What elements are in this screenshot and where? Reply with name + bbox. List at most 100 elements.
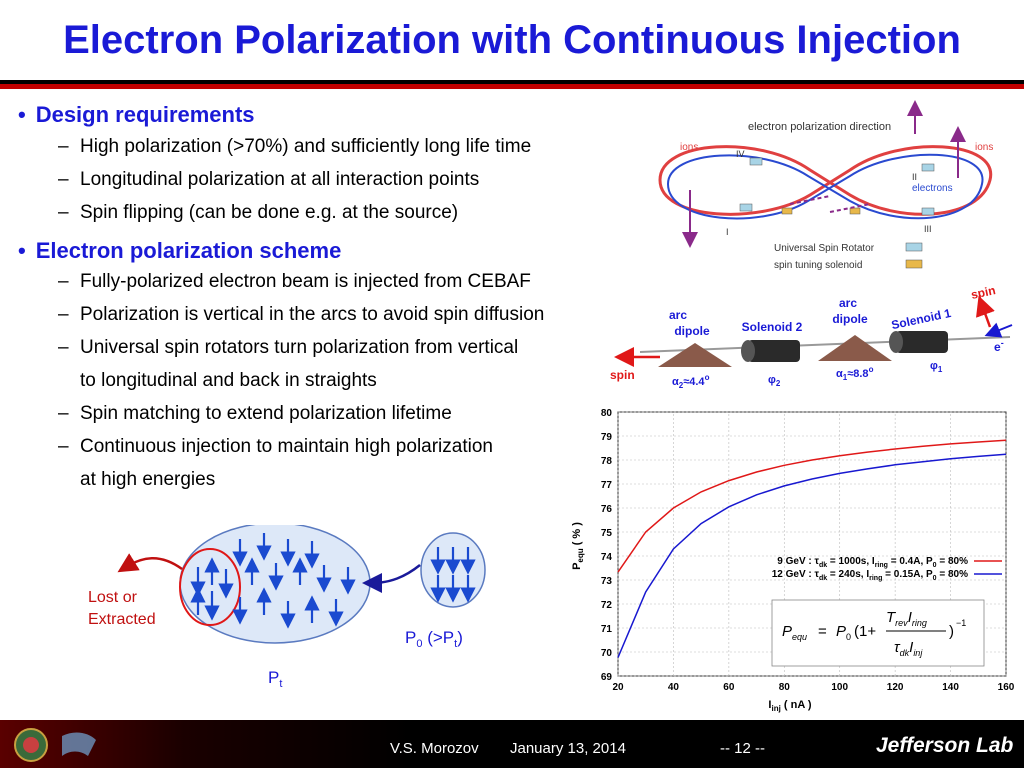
extraction-arrow xyxy=(117,553,183,573)
extracted-region xyxy=(179,548,241,626)
injected-bunch-ellipse xyxy=(420,532,486,608)
lab-seal-logos xyxy=(14,728,96,762)
electrons-label: electrons xyxy=(912,183,953,194)
electron-direction-arrow xyxy=(984,322,1013,338)
sub-bullet-text: Fully-polarized electron beam is injecte… xyxy=(80,271,531,292)
x-tick-label: 120 xyxy=(887,682,904,693)
x-tick-label: 60 xyxy=(723,682,735,693)
polarization-direction-label: electron polarization direction xyxy=(748,121,891,133)
spin-label-left: spin xyxy=(610,368,635,382)
phi1-label: φ1 xyxy=(930,360,943,374)
solenoid-2-label: Solenoid 2 xyxy=(742,320,803,334)
legend-rotator-label: Universal Spin Rotator xyxy=(774,243,875,254)
spin-arrows-injected xyxy=(430,547,476,603)
x-axis-label: Iinj ( nA ) xyxy=(768,699,811,713)
sub-bullet-continuation: to longitudinal and back in straights xyxy=(80,370,377,391)
spin-rotator xyxy=(921,163,935,172)
spin-rotator-diagram: arc dipole arc dipole Solenoid 2 Solenoi… xyxy=(610,285,1013,390)
sub-bullet-text: Universal spin rotators turn polarizatio… xyxy=(80,337,519,358)
sub-bullet-text: High polarization (>70%) and sufficientl… xyxy=(80,136,532,157)
sub-bullet-text: Spin flipping (can be done e.g. at the s… xyxy=(80,202,459,223)
sub-bullet: – Spin matching to extend polarization li… xyxy=(58,403,452,424)
collider-ring-diagram: electron polarization direction ions ion… xyxy=(658,100,993,271)
x-tick-label: 20 xyxy=(612,682,624,693)
title-divider xyxy=(0,80,1024,89)
jefferson-lab-logo: Jefferson Lab xyxy=(876,734,1014,757)
y-tick-label: 79 xyxy=(601,432,613,443)
y-tick-label: 77 xyxy=(601,480,613,491)
ip-label: IV xyxy=(736,149,745,159)
solenoid-1-label: Solenoid 1 xyxy=(890,306,953,332)
sub-bullet: – Spin flipping (can be done e.g. at the … xyxy=(58,202,459,223)
sub-bullet: – High polarization (>70%) and sufficient… xyxy=(58,136,532,157)
arc-dipole-left-label: arc xyxy=(669,308,687,322)
y-tick-label: 75 xyxy=(601,528,613,539)
y-tick-label: 78 xyxy=(601,456,613,467)
pt-label: Pt xyxy=(268,668,282,690)
x-tick-labels: 20 40 60 80 100 120 140 160 xyxy=(612,682,1014,693)
sub-bullet-text: Spin matching to extend polarization lif… xyxy=(80,403,452,424)
formula-close: ) xyxy=(949,623,954,640)
sub-bullet-continuation: at high energies xyxy=(80,469,216,490)
arc-dipole-right-label: dipole xyxy=(832,312,868,326)
formula-equals: = xyxy=(818,623,827,640)
x-tick-label: 80 xyxy=(779,682,791,693)
alpha2-label: α2≈4.4o xyxy=(672,373,710,390)
arc-dipole-left xyxy=(658,343,732,367)
extracted-label: Extracted xyxy=(88,611,156,628)
bullet-polarization-scheme: • Electron polarization scheme xyxy=(18,238,342,263)
phi2-label: φ2 xyxy=(768,374,781,388)
p0-label: P0 (>Pt) xyxy=(405,628,463,650)
formula-exponent: −1 xyxy=(956,618,966,628)
y-tick-label: 72 xyxy=(601,600,613,611)
legend-solenoid-label: spin tuning solenoid xyxy=(774,260,862,271)
legend-entry-12gev: 12 GeV : τdk = 240s, Iring = 0.15A, P0 =… xyxy=(772,569,968,582)
y-tick-label: 74 xyxy=(601,552,613,563)
bullet-design-requirements: • Design requirements xyxy=(18,102,255,127)
solenoid-2 xyxy=(741,340,800,362)
y-tick-label: 73 xyxy=(601,576,613,587)
ions-left-label: ions xyxy=(680,142,698,153)
series-line-0 xyxy=(617,439,1007,573)
bullet-heading: Design requirements xyxy=(35,102,255,127)
polarization-chart: 69 70 71 72 73 74 75 76 77 78 79 80 20 40 60 80 100 120 1… xyxy=(571,408,1015,713)
x-tick-label: 40 xyxy=(668,682,680,693)
sub-bullet-text: Polarization is vertical in the arcs to … xyxy=(80,304,545,325)
alpha1-label: α1≈8.8o xyxy=(836,365,874,382)
spin-tuning-solenoid xyxy=(849,207,861,215)
formula-open: (1+ xyxy=(854,623,876,640)
series-line-1 xyxy=(617,453,1007,658)
y-axis-label: Pequ ( % ) xyxy=(571,522,585,570)
x-tick-label: 100 xyxy=(831,682,848,693)
electron-label: e- xyxy=(994,338,1004,354)
spin-rotator xyxy=(749,157,763,166)
ip-label: III xyxy=(924,224,932,234)
legend-rotator-swatch xyxy=(905,242,923,252)
lost-label: Lost or xyxy=(88,589,138,606)
series-lines xyxy=(617,439,1007,658)
spin-arrows-stored xyxy=(190,533,356,629)
formula-denominator: τdkIinj xyxy=(894,639,923,658)
slide-title: Electron Polarization with Continuous In… xyxy=(63,18,961,62)
y-tick-label: 80 xyxy=(601,408,613,419)
footer-author: V.S. Morozov xyxy=(390,740,479,757)
y-tick-label: 76 xyxy=(601,504,613,515)
spin-label-right: spin xyxy=(970,285,997,302)
x-tick-label: 140 xyxy=(942,682,959,693)
jsa-logo-icon xyxy=(62,732,96,756)
arc-dipole-right-label: arc xyxy=(839,296,857,310)
ion-ring xyxy=(658,145,993,216)
formula-p0: P0 xyxy=(836,623,851,642)
formula-numerator: TrevIring xyxy=(886,609,927,628)
ions-right-label: ions xyxy=(975,142,993,153)
sub-bullet: – Fully-polarized electron beam is inject… xyxy=(58,271,531,292)
sub-bullet-text: Longitudinal polarization at all interac… xyxy=(80,169,480,190)
footer-page-number: -- 12 -- xyxy=(720,740,765,757)
sub-bullet: – Universal spin rotators turn polarizati… xyxy=(58,337,519,358)
x-tick-label: 160 xyxy=(998,682,1015,693)
sub-bullet: – Longitudinal polarization at all intera… xyxy=(58,169,480,190)
bullet-heading: Electron polarization scheme xyxy=(35,238,342,263)
spin-arrow-right xyxy=(976,295,995,328)
ip-label: II xyxy=(912,172,917,182)
seal-center-icon xyxy=(23,737,39,753)
